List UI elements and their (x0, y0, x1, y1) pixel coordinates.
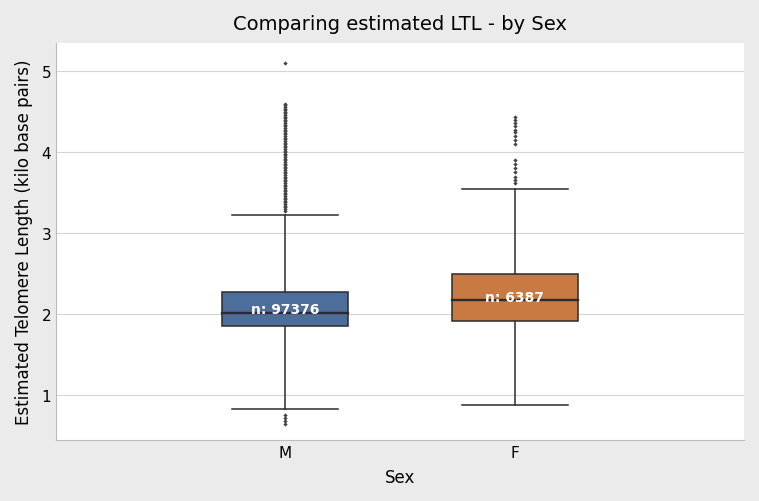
X-axis label: Sex: Sex (385, 468, 415, 486)
Text: n: 6387: n: 6387 (485, 291, 544, 305)
Bar (452, 274, 578, 321)
Y-axis label: Estimated Telomere Length (kilo base pairs): Estimated Telomere Length (kilo base pai… (15, 60, 33, 424)
Bar (222, 292, 348, 327)
Title: Comparing estimated LTL - by Sex: Comparing estimated LTL - by Sex (233, 15, 567, 34)
Text: n: 97376: n: 97376 (251, 303, 320, 316)
